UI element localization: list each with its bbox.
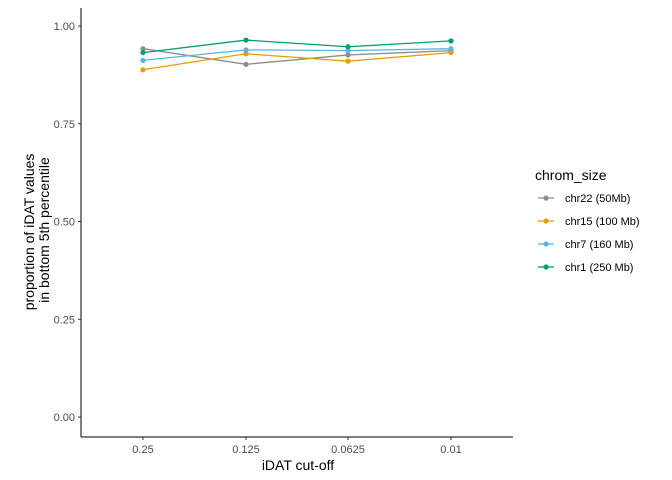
legend-label: chr15 (100 Mb) <box>565 216 640 228</box>
legend-key-point <box>543 241 549 247</box>
series-line <box>142 51 452 71</box>
data-point <box>140 57 146 64</box>
legend-key-point <box>543 195 549 201</box>
data-point <box>448 46 454 52</box>
y-axis: 0.00 0.25 0.50 0.75 1.00 <box>54 8 82 437</box>
series-2 <box>140 49 454 73</box>
y-tick-label: 1.00 <box>54 21 75 33</box>
data-point <box>243 37 249 43</box>
legend-item: chr22 (50Mb) <box>538 193 630 205</box>
legend-label: chr22 (50Mb) <box>565 193 630 205</box>
x-tick-label: 0.125 <box>232 444 260 456</box>
data-point <box>243 51 249 57</box>
data-point <box>345 44 351 50</box>
data-point <box>140 67 146 73</box>
data-point <box>243 61 249 67</box>
x-axis: 0.25 0.125 0.0625 0.01 <box>81 436 513 456</box>
series-4 <box>140 37 454 56</box>
x-tick-label: 0.01 <box>440 444 461 456</box>
legend-label: chr1 (250 Mb) <box>565 262 633 274</box>
data-point <box>243 47 249 53</box>
legend: chrom_size chr22 (50Mb) chr15 (100 Mb) chr… <box>535 167 640 274</box>
y-tick-label: 0.75 <box>54 119 75 131</box>
legend-title: chrom_size <box>535 167 607 183</box>
y-axis-title: proportion of iDAT values in bottom 5th … <box>21 150 52 311</box>
y-tick-label: 0.25 <box>54 314 75 326</box>
data-point <box>345 48 351 54</box>
legend-item: chr1 (250 Mb) <box>538 262 633 274</box>
data-point <box>140 46 146 52</box>
x-tick-label: 0.25 <box>132 444 153 456</box>
data-point <box>448 38 454 44</box>
series-line <box>142 48 452 62</box>
data-point <box>140 49 146 56</box>
data-point <box>448 49 454 56</box>
legend-item: chr15 (100 Mb) <box>538 216 640 228</box>
y-tick-label: 0.00 <box>54 412 75 424</box>
data-point <box>345 52 351 58</box>
series-line <box>142 39 452 54</box>
plot-area <box>140 37 454 73</box>
x-axis-title: iDAT cut-off <box>262 457 334 473</box>
y-axis-title-line-1: proportion of iDAT values <box>21 154 37 311</box>
legend-key-point <box>543 264 549 270</box>
legend-item: chr7 (160 Mb) <box>538 239 633 251</box>
series-3 <box>140 46 454 64</box>
legend-label: chr7 (160 Mb) <box>565 239 633 251</box>
series-line <box>142 48 452 65</box>
data-point <box>345 58 351 64</box>
y-tick-label: 0.50 <box>54 217 75 229</box>
legend-key-point <box>543 218 549 224</box>
x-tick-label: 0.0625 <box>331 444 365 456</box>
y-axis-title-line-2: in bottom 5th percentile <box>36 157 52 303</box>
